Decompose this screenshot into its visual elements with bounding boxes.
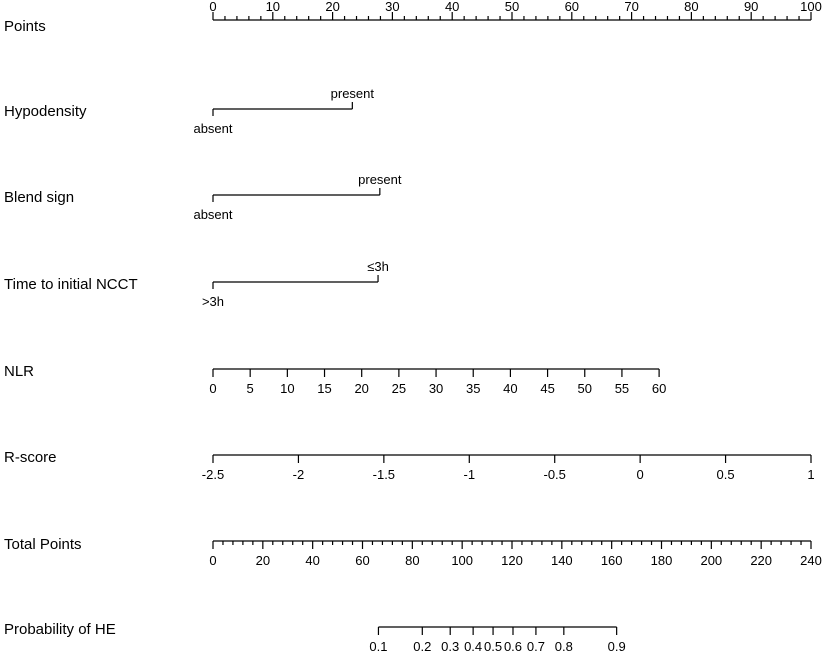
points-tick-label-90: 90 [744, 0, 758, 14]
time-label-le-3h: ≤3h [367, 259, 389, 274]
points-tick-label-50: 50 [505, 0, 519, 14]
prob-tick-label-0p6: 0.6 [504, 639, 522, 654]
axes: 0 10 20 30 40 50 60 70 80 90 100absentpresentabsen… [193, 0, 821, 654]
total-tick-label-60: 60 [355, 553, 369, 568]
total-tick-label-0: 0 [209, 553, 216, 568]
blend-label-present: present [358, 172, 402, 187]
rscore-tick-label-1p5: -1.5 [373, 467, 395, 482]
nlr-tick-label-40: 40 [503, 381, 517, 396]
nlr-tick-label-25: 25 [392, 381, 406, 396]
nlr-tick-label-30: 30 [429, 381, 443, 396]
total-tick-label-200: 200 [700, 553, 722, 568]
nlr-tick-label-0: 0 [209, 381, 216, 396]
rscore-tick-label-1: -1 [464, 467, 476, 482]
prob-tick-label-0p3: 0.3 [441, 639, 459, 654]
total-tick-label-20: 20 [256, 553, 270, 568]
row-label-time-to-initial-ncct: Time to initial NCCT [4, 276, 138, 293]
total-tick-label-160: 160 [601, 553, 623, 568]
nlr-tick-label-5: 5 [247, 381, 254, 396]
points-tick-label-20: 20 [325, 0, 339, 14]
nlr-tick-label-15: 15 [317, 381, 331, 396]
points-tick-label-30: 30 [385, 0, 399, 14]
nlr-tick-label-10: 10 [280, 381, 294, 396]
points-tick-label-100: 100 [800, 0, 822, 14]
points-tick-label-0: 0 [209, 0, 216, 14]
prob-tick-label-0p5: 0.5 [484, 639, 502, 654]
row-label-total-points: Total Points [4, 536, 82, 553]
blend-label-absent: absent [193, 207, 232, 222]
rscore-tick-label-0p5: 0.5 [717, 467, 735, 482]
rscore-tick-label-0p5: -0.5 [544, 467, 566, 482]
total-tick-label-80: 80 [405, 553, 419, 568]
row-label-nlr: NLR [4, 363, 34, 380]
points-tick-label-80: 80 [684, 0, 698, 14]
row-label-blend-sign: Blend sign [4, 189, 74, 206]
nlr-tick-label-50: 50 [578, 381, 592, 396]
hypodensity-label-present: present [331, 86, 375, 101]
total-tick-label-40: 40 [305, 553, 319, 568]
points-tick-label-60: 60 [565, 0, 579, 14]
row-label-points: Points [4, 18, 46, 35]
nlr-tick-label-45: 45 [540, 381, 554, 396]
nlr-tick-label-35: 35 [466, 381, 480, 396]
total-tick-label-120: 120 [501, 553, 523, 568]
nlr-tick-label-55: 55 [615, 381, 629, 396]
total-tick-label-100: 100 [451, 553, 473, 568]
points-tick-label-10: 10 [266, 0, 280, 14]
nlr-tick-label-60: 60 [652, 381, 666, 396]
prob-tick-label-0p9: 0.9 [608, 639, 626, 654]
points-tick-label-70: 70 [624, 0, 638, 14]
total-tick-label-220: 220 [750, 553, 772, 568]
row-label-hypodensity: Hypodensity [4, 103, 87, 120]
prob-tick-label-0p4: 0.4 [464, 639, 482, 654]
prob-tick-label-0p7: 0.7 [527, 639, 545, 654]
prob-tick-label-0p8: 0.8 [555, 639, 573, 654]
row-label-probability-of-he: Probability of HE [4, 621, 116, 638]
rscore-tick-label-2: -2 [293, 467, 305, 482]
row-labels: Points Hypodensity Blend sign Time to in… [4, 18, 138, 638]
hypodensity-label-absent: absent [193, 121, 232, 136]
rscore-tick-label-0: 0 [637, 467, 644, 482]
rscore-tick-label-1: 1 [807, 467, 814, 482]
prob-tick-label-0p1: 0.1 [369, 639, 387, 654]
total-tick-label-180: 180 [651, 553, 673, 568]
rscore-tick-label-2p5: -2.5 [202, 467, 224, 482]
total-tick-label-140: 140 [551, 553, 573, 568]
time-label-gt-3h: >3h [202, 294, 224, 309]
prob-tick-label-0p2: 0.2 [413, 639, 431, 654]
row-label-r-score: R-score [4, 449, 57, 466]
points-tick-label-40: 40 [445, 0, 459, 14]
nlr-tick-label-20: 20 [354, 381, 368, 396]
total-tick-label-240: 240 [800, 553, 822, 568]
